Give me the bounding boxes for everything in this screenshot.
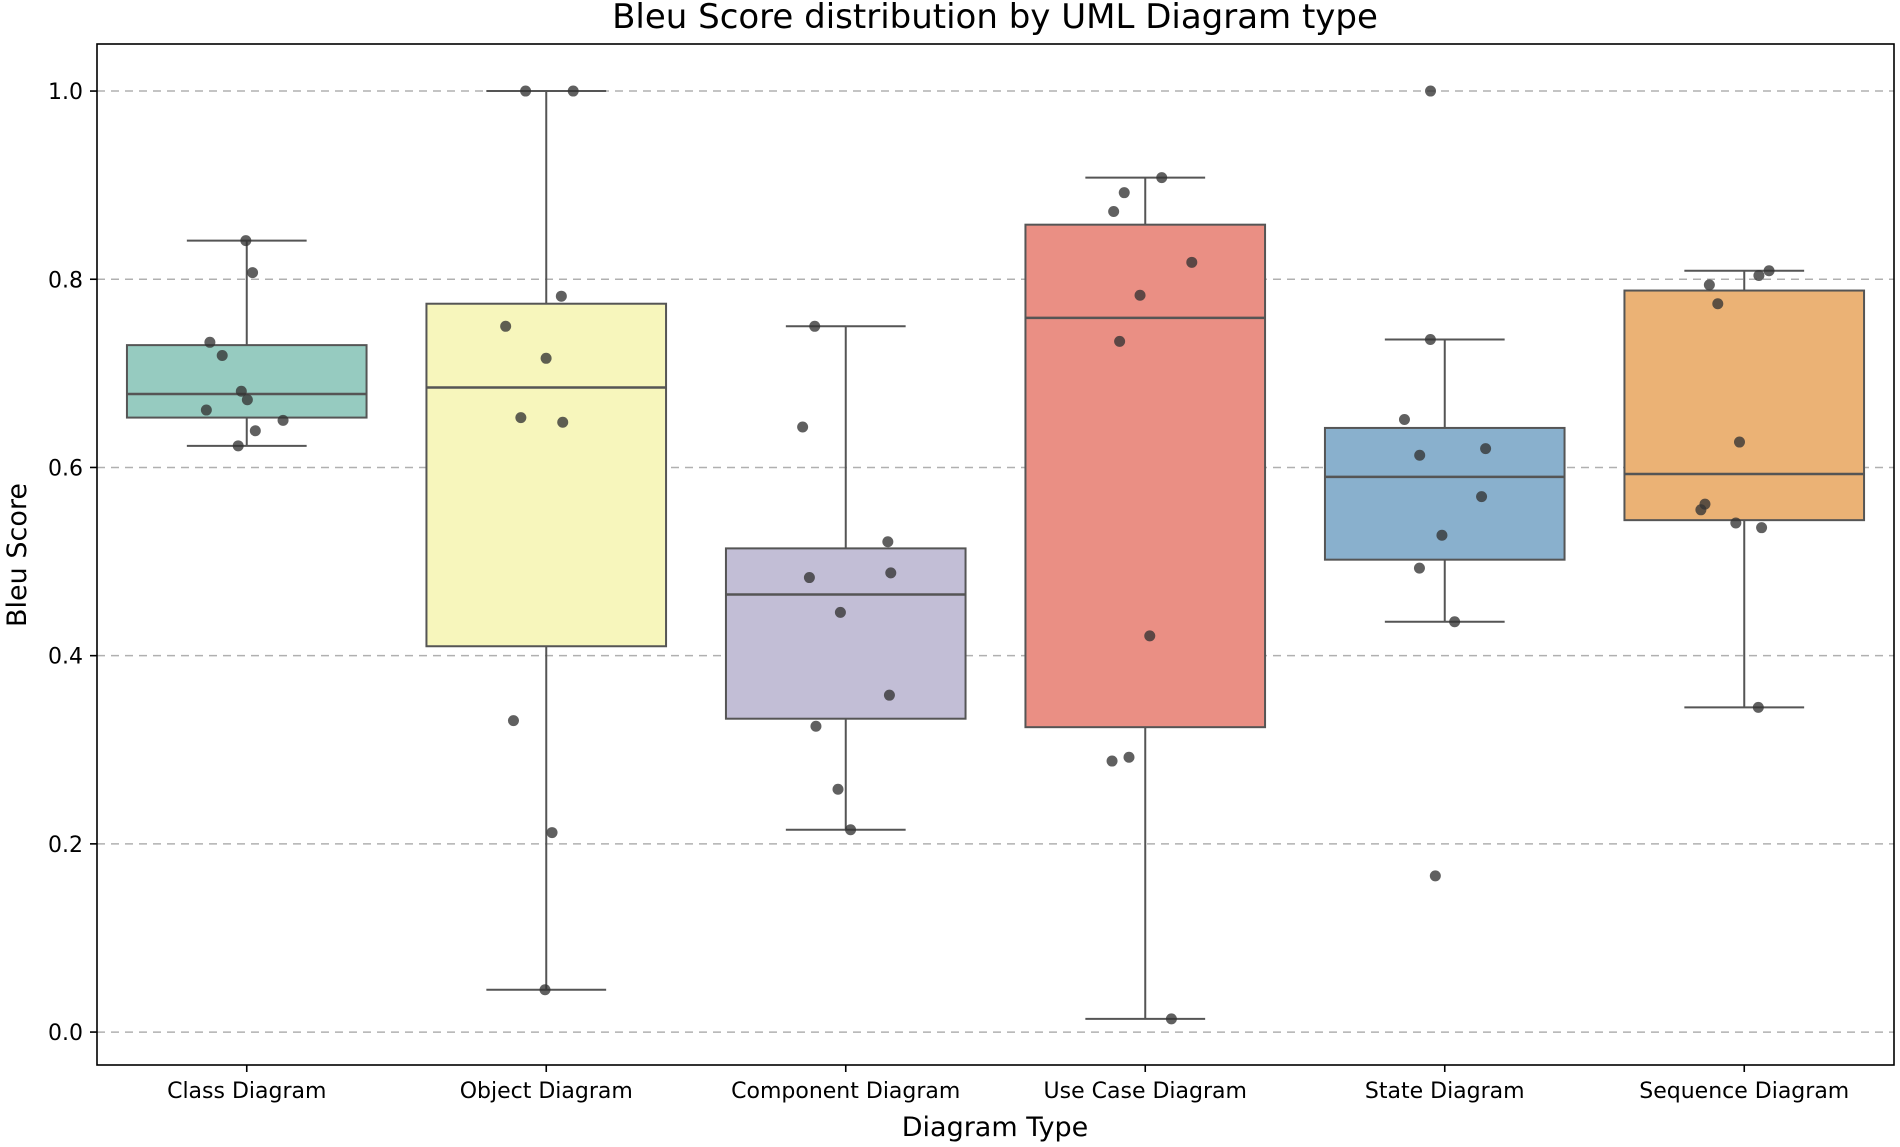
data-point	[1712, 298, 1724, 310]
data-point	[235, 385, 247, 397]
data-point	[834, 606, 846, 618]
y-tick-label: 0.2	[48, 833, 83, 858]
x-tick-label: Sequence Diagram	[1639, 1079, 1849, 1104]
data-point	[1424, 333, 1436, 345]
data-point	[204, 336, 216, 348]
data-point	[1733, 436, 1745, 448]
data-point	[240, 235, 252, 247]
data-point	[1429, 870, 1441, 882]
data-point	[803, 572, 815, 584]
data-point	[810, 720, 822, 732]
x-tick-label: Object Diagram	[460, 1079, 633, 1104]
iqr-box	[1623, 289, 1866, 522]
data-point	[1756, 522, 1768, 534]
data-point	[520, 85, 532, 97]
data-point	[1436, 529, 1448, 541]
data-point	[555, 290, 567, 302]
iqr-box	[1024, 223, 1267, 729]
data-point	[557, 416, 569, 428]
data-point	[1165, 1013, 1177, 1025]
x-tick-label: Class Diagram	[167, 1079, 326, 1104]
data-point	[567, 85, 579, 97]
y-axis-label: Bleu Score	[2, 483, 33, 627]
boxes	[125, 90, 1866, 1020]
data-point	[1413, 562, 1425, 574]
data-point	[797, 421, 809, 433]
y-tick-label: 0.6	[48, 456, 83, 481]
data-point	[500, 320, 512, 332]
data-point	[883, 689, 895, 701]
data-point	[241, 394, 253, 406]
data-point	[232, 440, 244, 452]
x-tick-label: State Diagram	[1365, 1079, 1525, 1104]
y-axis-ticks: 0.0 0.2 0.4 0.6 0.8 1.0	[48, 80, 97, 1046]
data-point	[1480, 443, 1492, 455]
data-points	[200, 85, 1775, 1025]
data-point	[515, 412, 527, 424]
y-tick-label: 0.8	[48, 268, 83, 293]
data-point	[1106, 755, 1118, 767]
box-group	[425, 90, 668, 991]
data-point	[1476, 491, 1488, 503]
x-tick-label: Component Diagram	[731, 1079, 960, 1104]
y-tick-label: 0.4	[48, 645, 83, 670]
y-tick-label: 0.0	[48, 1021, 83, 1046]
iqr-box	[125, 344, 368, 419]
data-point	[1695, 504, 1707, 516]
data-point	[1156, 172, 1168, 184]
data-point	[539, 984, 551, 996]
x-axis-label: Diagram Type	[902, 1112, 1089, 1143]
data-point	[832, 783, 844, 795]
iqr-box	[1323, 426, 1566, 561]
data-point	[1753, 269, 1765, 281]
chart-title: Bleu Score distribution by UML Diagram t…	[612, 0, 1378, 37]
data-point	[546, 827, 558, 839]
data-point	[809, 320, 821, 332]
data-point	[1449, 616, 1461, 628]
x-axis-ticks: Class Diagram Object Diagram Component Dia…	[167, 1065, 1849, 1104]
data-point	[1134, 289, 1146, 301]
data-point	[885, 567, 897, 579]
y-tick-label: 1.0	[48, 80, 83, 105]
data-point	[249, 425, 261, 437]
data-point	[216, 349, 228, 361]
data-point	[1752, 701, 1764, 713]
x-tick-label: Use Case Diagram	[1044, 1079, 1247, 1104]
data-point	[882, 536, 894, 548]
data-point	[507, 715, 519, 727]
data-point	[845, 824, 857, 836]
data-point	[1114, 335, 1126, 347]
data-point	[1108, 206, 1120, 218]
box-group	[724, 325, 967, 831]
box-group	[1024, 176, 1267, 1020]
data-point	[200, 404, 212, 416]
box-group	[1323, 338, 1566, 623]
data-point	[1118, 187, 1130, 199]
data-point	[1398, 413, 1410, 425]
data-point	[1730, 517, 1742, 529]
box-group	[125, 239, 368, 447]
data-point	[247, 267, 259, 279]
data-point	[1144, 630, 1156, 642]
box-group	[1623, 269, 1866, 709]
data-point	[540, 352, 552, 364]
gridlines	[97, 90, 1894, 1033]
data-point	[1703, 279, 1715, 291]
iqr-box	[724, 547, 967, 720]
data-point	[1186, 256, 1198, 268]
data-point	[277, 414, 289, 426]
data-point	[1123, 751, 1135, 763]
plot-frame	[96, 43, 1895, 1066]
data-point	[1425, 85, 1437, 97]
data-point	[1414, 449, 1426, 461]
data-point	[1763, 265, 1775, 277]
